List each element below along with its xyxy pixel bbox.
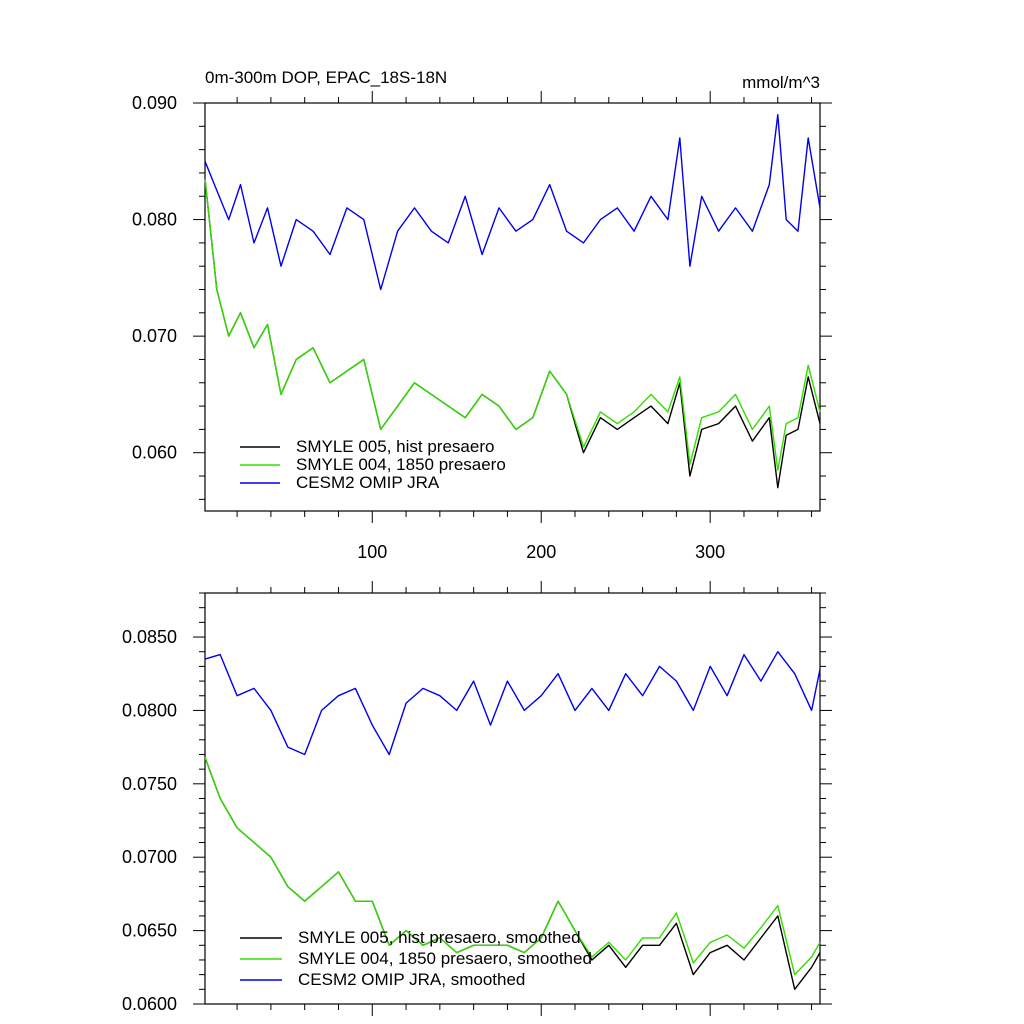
chart-top-x-tick-label: 100 [357,542,387,562]
chart-top-y-tick-label: 0.090 [132,93,177,113]
chart-bottom-y-tick-label: 0.0750 [122,774,177,794]
chart-top-title: 0m-300m DOP, EPAC_18S-18N [205,68,447,87]
chart-top: 0m-300m DOP, EPAC_18S-18N mmol/m^3 100 20… [132,68,832,562]
chart-bottom-y-tick-label: 0.0850 [122,627,177,647]
chart-bottom-y-tick-label: 0.0800 [122,700,177,720]
chart-bottom-y-tick-label: 0.0700 [122,847,177,867]
chart-bottom: 0.0600 0.0650 0.0700 0.0750 0.0800 0.0850 SMY… [122,581,832,1016]
chart-bottom-series-line-2 [204,651,821,756]
chart-bottom-legend-label-2: CESM2 OMIP JRA, smoothed [298,970,525,989]
chart-top-lines [204,114,821,489]
chart-top-units: mmol/m^3 [742,73,820,92]
chart-top-x-tick-label: 300 [695,542,725,562]
chart-bottom-legend-label-1: SMYLE 004, 1850 presaero, smoothed [298,949,592,968]
chart-bottom-y-tick-label: 0.0600 [122,994,177,1014]
chart-top-y-tick-label: 0.070 [132,326,177,346]
chart-top-legend-label-2: CESM2 OMIP JRA [296,473,440,492]
chart-top-y-tick-label: 0.060 [132,443,177,463]
chart-bottom-series-line-1 [204,757,821,976]
chart-top-legend-label-0: SMYLE 005, hist presaero [296,437,494,456]
chart-top-legend-label-1: SMYLE 004, 1850 presaero [296,455,506,474]
chart-top-series-line-1 [204,178,821,471]
chart-top-plot-area [204,102,821,512]
chart-bottom-legend: SMYLE 005, hist presaero, smoothed SMYLE … [240,928,592,989]
chart-bottom-lines [204,651,821,990]
chart-bottom-ticks: 0.0600 0.0650 0.0700 0.0750 0.0800 0.0850 [122,581,832,1016]
chart-top-ticks: 100 200 300 0.060 0.070 0.080 0.090 [132,91,832,562]
chart-top-y-tick-label: 0.080 [132,210,177,230]
chart-bottom-legend-label-0: SMYLE 005, hist presaero, smoothed [298,928,581,947]
chart-bottom-y-tick-label: 0.0650 [122,921,177,941]
chart-top-series-line-2 [204,114,821,291]
chart-top-x-tick-label: 200 [526,542,556,562]
